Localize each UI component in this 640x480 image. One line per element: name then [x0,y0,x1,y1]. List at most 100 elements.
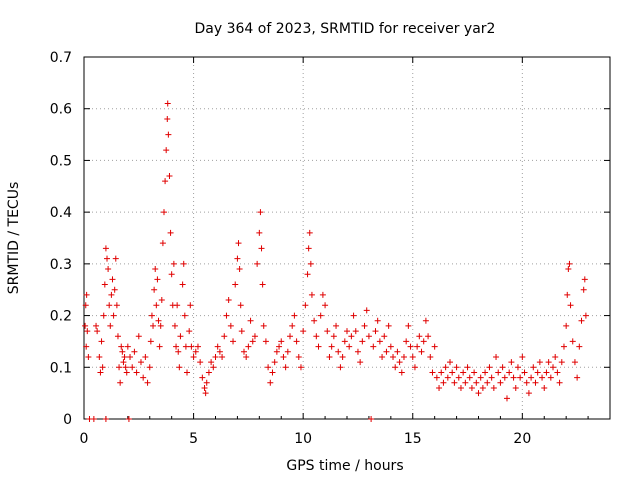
data-point [571,359,578,366]
data-point [148,312,155,319]
data-point [319,291,326,298]
data-point [547,374,554,381]
data-point [475,390,482,397]
x-tick-label: 15 [404,431,422,447]
data-point [179,281,186,288]
data-point [438,369,445,376]
data-point [449,369,456,376]
data-point [96,353,103,360]
data-point [346,343,353,350]
data-point [578,317,585,324]
data-point [427,353,434,360]
data-point [227,322,234,329]
data-point [326,353,333,360]
data-point [471,369,478,376]
data-point [566,260,573,267]
data-point [368,416,375,422]
data-point [403,338,410,345]
data-point [254,260,261,267]
data-point [155,317,162,324]
data-point [523,379,530,386]
data-point [447,359,454,366]
data-point [135,333,142,340]
data-point [102,416,109,422]
data-point [444,374,451,381]
data-point [154,276,161,283]
data-point [457,384,464,391]
y-tick-label: 0.6 [50,102,72,118]
data-point [335,348,342,355]
data-point [313,333,320,340]
data-point [164,100,171,107]
data-point [291,312,298,319]
data-point [361,322,368,329]
data-point [333,322,340,329]
data-point [256,229,263,236]
data-point [262,338,269,345]
data-point [455,374,462,381]
data-point [158,297,165,304]
data-point [201,384,208,391]
data-point [190,353,197,360]
x-axis-label: GPS time / hours [286,458,403,474]
data-point [166,172,173,179]
x-tick-label: 0 [80,431,89,447]
data-point [114,333,121,340]
data-point [112,255,119,262]
data-point [482,369,489,376]
data-point [552,353,559,360]
data-point [85,353,92,360]
data-point [192,348,199,355]
data-point [133,369,140,376]
data-point [317,312,324,319]
data-point [153,302,160,309]
data-point [164,116,171,123]
data-point [344,328,350,335]
data-point [534,369,541,376]
data-point [273,348,280,355]
data-point [495,369,502,376]
data-point [124,343,131,350]
data-point [530,364,537,371]
data-point [131,348,138,355]
data-point [90,416,97,422]
data-point [506,369,513,376]
data-point [409,353,416,360]
data-point [280,353,287,360]
data-point [122,364,129,371]
data-point [304,271,311,278]
data-point [111,286,118,293]
data-point [300,328,307,335]
data-point [576,343,583,350]
data-point [118,343,125,350]
data-point [422,317,429,324]
data-point [337,364,344,371]
data-point [420,338,427,345]
data-point [243,353,250,360]
data-point [512,384,519,391]
data-point [108,291,115,298]
data-point [477,374,484,381]
data-point [581,276,588,283]
data-point [101,281,108,288]
data-point [151,286,158,293]
data-point [569,338,576,345]
data-point [550,364,557,371]
data-point [315,343,322,350]
data-point [359,338,366,345]
data-point [232,281,239,288]
data-point [146,364,153,371]
y-tick-label: 0.5 [50,153,72,169]
data-point [147,338,154,345]
data-point [541,384,548,391]
data-point [517,374,524,381]
data-point [352,328,359,335]
data-point [102,245,109,252]
data-point [214,343,221,350]
data-point [400,353,407,360]
data-point [282,364,289,371]
data-point [431,343,438,350]
data-point [125,416,132,422]
data-point [150,322,157,329]
